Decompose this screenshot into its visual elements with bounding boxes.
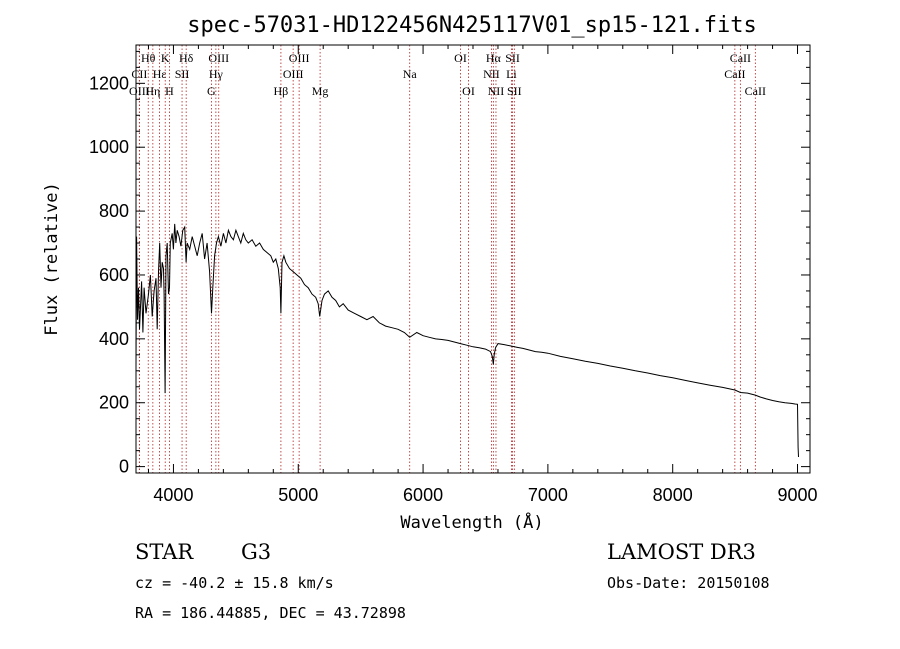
observation-date: Obs-Date: 20150108 (607, 574, 770, 592)
object-subclass: G3 (241, 540, 271, 564)
spectral-line-label: NII (488, 84, 505, 98)
spectral-line-label: Hθ (141, 51, 156, 65)
x-tick-label: 5000 (278, 485, 318, 505)
survey-name: LAMOST DR3 (607, 540, 756, 564)
spectral-line-label: Li (506, 67, 517, 81)
spectral-line-label: Hγ (209, 67, 224, 81)
x-tick-label: 4000 (153, 485, 193, 505)
spectral-line-label: SII (507, 84, 522, 98)
spectral-line-label: SII (505, 51, 520, 65)
x-tick-label: 8000 (653, 485, 693, 505)
spectral-line-label: SII (175, 67, 190, 81)
chart-title: spec-57031-HD122456N425117V01_sp15-121.f… (187, 13, 757, 38)
coordinates: RA = 186.44885, DEC = 43.72898 (135, 604, 406, 622)
spectral-line-label: Hα (486, 51, 502, 65)
x-axis-label: Wavelength (Å) (400, 511, 543, 533)
spectral-line-label: CaII (730, 51, 751, 65)
spectral-line-label: K (161, 51, 170, 65)
y-tick-label: 200 (99, 393, 129, 413)
y-tick-label: 400 (99, 329, 129, 349)
spectral-line-label: Hδ (179, 51, 194, 65)
spectral-line-label: OIII (208, 51, 229, 65)
x-tick-label: 7000 (528, 485, 568, 505)
plot-frame (135, 44, 811, 474)
spectral-line-label: OIII (289, 51, 310, 65)
spectral-line-label: OIII (129, 84, 150, 98)
spectral-line-label: OI (462, 84, 475, 98)
y-tick-label: 1200 (89, 73, 129, 93)
spectral-line-label: CaII (724, 67, 745, 81)
spectral-line-label: Mg (312, 84, 329, 98)
x-tick-label: 6000 (403, 485, 443, 505)
y-tick-label: 600 (99, 265, 129, 285)
spectral-line-label: Hη (145, 84, 160, 98)
spectral-line-label: NII (483, 67, 500, 81)
y-axis-ticks: 0 200 400 600 800 1000 1200 (89, 50, 810, 477)
object-type: STAR (135, 540, 194, 564)
redshift-value: cz = -40.2 ± 15.8 km/s (135, 574, 334, 592)
spectral-line-label: Na (403, 67, 418, 81)
x-tick-label: 9000 (777, 485, 817, 505)
spectral-line-label: G (207, 84, 216, 98)
y-tick-label: 800 (99, 201, 129, 221)
x-axis-ticks: 4000 5000 6000 7000 8000 9000 (147, 45, 818, 505)
y-tick-label: 1000 (89, 137, 129, 157)
spectral-line-label: Hβ (274, 84, 289, 98)
spectral-line-label: H (165, 84, 174, 98)
spectral-line-label: CII (131, 67, 147, 81)
spectral-line-label: CaII (745, 84, 766, 98)
flux-series-line (135, 223, 799, 458)
y-axis-label: Flux (relative) (42, 182, 62, 336)
spectral-line-label: OIII (283, 67, 304, 81)
y-tick-label: 0 (119, 457, 129, 477)
spectral-line-label: OI (454, 51, 467, 65)
spectral-line-label: Hε (153, 67, 167, 81)
spectral-line-markers (138, 45, 756, 473)
